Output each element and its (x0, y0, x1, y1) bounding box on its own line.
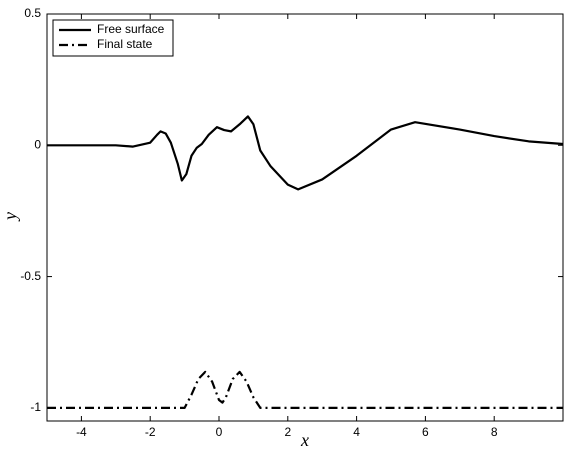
x-tick-label: 0 (216, 425, 223, 439)
x-tick-label: 6 (422, 425, 429, 439)
x-tick-label: 8 (491, 425, 498, 439)
x-tick-label: -4 (76, 425, 87, 439)
y-tick-label: 0.5 (24, 6, 41, 20)
series-line (47, 115, 564, 191)
y-tick-label: -0.5 (20, 269, 41, 283)
y-tick-label: -1 (30, 400, 41, 414)
x-tick-label: 4 (353, 425, 360, 439)
x-axis-title: x (300, 430, 309, 450)
x-tick-label: 2 (284, 425, 291, 439)
legend-box (52, 19, 174, 57)
plot-frame (46, 13, 564, 422)
x-tick-label: -2 (145, 425, 156, 439)
series-line (47, 370, 563, 409)
y-tick-label: 0 (34, 137, 41, 151)
legend-label: Final state (97, 37, 153, 51)
y-axis-title: y (0, 212, 20, 222)
legend-label: Free surface (97, 22, 165, 36)
